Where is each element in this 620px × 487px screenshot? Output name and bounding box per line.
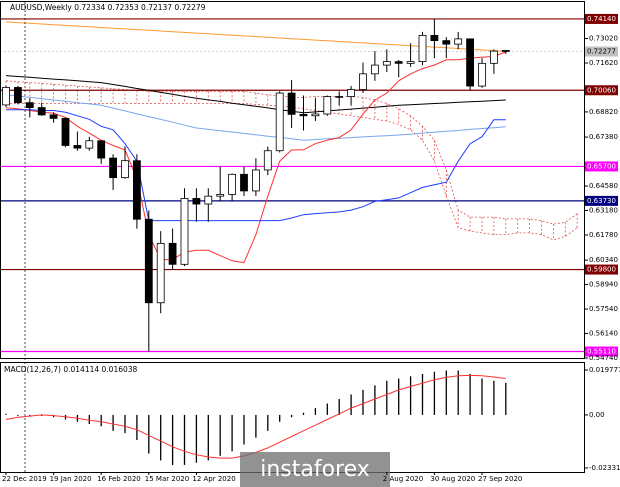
candle-body: [180, 198, 189, 265]
candle-body: [418, 34, 427, 62]
candle-body: [109, 157, 117, 179]
candle-body: [454, 38, 463, 45]
indicator-line: [5, 75, 506, 114]
x-tick-label: 16 Feb 2020: [97, 475, 141, 483]
candle-body: [275, 92, 284, 152]
candle-body: [251, 169, 260, 192]
candle-body: [489, 50, 498, 64]
level-label: 0.59800: [587, 266, 616, 274]
candle-body: [204, 195, 213, 205]
level-label-box: [585, 346, 618, 357]
candle-body: [85, 140, 94, 149]
y-tick-label: 0.00: [589, 411, 605, 419]
x-tick-label: 12 Apr 2020: [192, 475, 235, 483]
watermark: instaforex: [260, 457, 370, 482]
y-tick-label: 0.54740: [589, 354, 618, 362]
y-tick-label: 0.57540: [589, 305, 618, 313]
y-tick-label: 0.73020: [589, 35, 618, 43]
candle-body: [466, 38, 475, 87]
candle-body: [13, 87, 22, 104]
y-tick-label: 0.56140: [589, 330, 618, 338]
candle-body: [144, 218, 153, 304]
level-label-box: [585, 161, 618, 172]
y-tick-label: 0.58940: [589, 281, 618, 289]
x-tick-label: 27 Sep 2020: [478, 475, 522, 483]
macd-title: MACD(12,26,7) 0.014114 0.016038: [4, 365, 138, 374]
indicator-line: [6, 109, 506, 222]
x-tick-label: 30 Aug 2020: [430, 475, 475, 483]
candle-body: [370, 64, 379, 75]
candle-body: [299, 113, 308, 117]
price-frame: [0, 1, 585, 359]
candle-body: [73, 145, 82, 149]
candle-body: [335, 96, 344, 98]
level-label: 0.70060: [587, 86, 616, 94]
plot-area: [0, 18, 585, 465]
candle-body: [359, 73, 367, 90]
indicator-line: [5, 94, 506, 141]
candle-body: [121, 160, 129, 179]
candle-body: [311, 113, 320, 117]
candle-body: [61, 117, 70, 146]
candle-body: [168, 242, 177, 265]
y-tick-label: 0.64580: [589, 182, 618, 190]
last-price-label: 0.72277: [587, 48, 616, 56]
candle-body: [156, 242, 165, 304]
y-tick-label: 0.71620: [589, 59, 618, 67]
level-label-box: [585, 13, 618, 24]
candle-body: [192, 198, 201, 205]
candle-body: [430, 34, 439, 42]
y-tick-label: 0.60340: [589, 256, 618, 264]
y-tick-label: 0.019777: [589, 366, 620, 374]
candle-body: [37, 107, 46, 116]
level-label: 0.63730: [587, 197, 616, 205]
candle-body: [25, 102, 34, 108]
level-label-box: [585, 264, 618, 275]
x-tick-label: 2 Aug 2020: [383, 475, 423, 483]
x-tick-label: 22 Dec 2019: [2, 475, 47, 483]
candle-body: [240, 173, 248, 192]
candle-body: [323, 96, 332, 115]
candle-body: [442, 40, 451, 45]
x-tick-label: 19 Jan 2020: [50, 475, 92, 483]
y-tick-label: 0.63180: [589, 206, 618, 214]
last-price-box: [585, 46, 618, 57]
candle-body: [478, 62, 486, 87]
candle-body: [97, 140, 106, 159]
candle-body: [2, 87, 10, 106]
candle-body: [49, 114, 58, 119]
candle-body: [132, 160, 141, 220]
level-label: 0.55110: [587, 348, 616, 356]
level-label-box: [585, 195, 618, 206]
y-tick-label: -0.023317: [589, 464, 620, 472]
x-tick-label: 15 Mar 2020: [145, 475, 189, 483]
candle-body: [347, 89, 356, 97]
candle-body: [287, 92, 296, 115]
chart-title: AUDUSD,Weekly 0.72334 0.72353 0.72137 0.…: [10, 3, 206, 12]
watermark-box: [240, 452, 390, 487]
y-tick-label: 0.68820: [589, 108, 618, 116]
candle-body: [406, 61, 415, 64]
candle-body: [501, 50, 510, 52]
level-label: 0.74140: [587, 15, 616, 23]
candle-body: [228, 173, 237, 195]
level-label: 0.65700: [587, 162, 616, 170]
candle-body: [382, 61, 391, 66]
candle-body: [394, 61, 403, 64]
y-tick-label: 0.61780: [589, 231, 618, 239]
y-tick-label: 0.67380: [589, 133, 618, 141]
candle-body: [263, 150, 272, 171]
indicator-line: [5, 51, 506, 264]
candle-body: [216, 194, 225, 197]
level-label-box: [585, 85, 618, 96]
